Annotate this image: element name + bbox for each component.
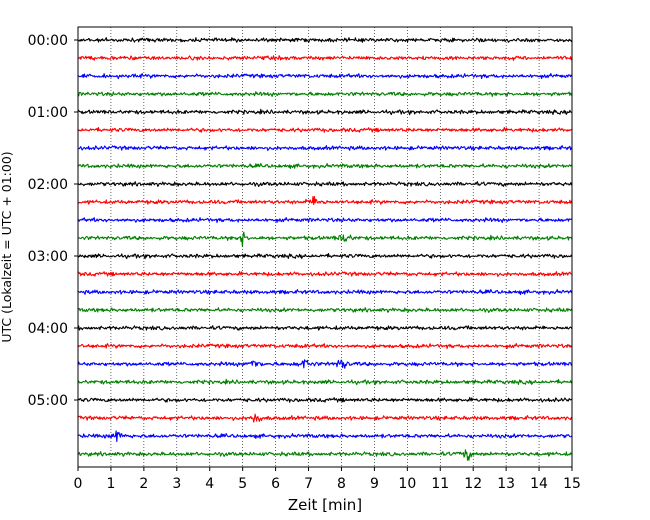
trace-0315 bbox=[77, 270, 573, 278]
y-tick-label: 04:00 bbox=[28, 321, 68, 337]
x-axis: 0 1 2 3 4 5 6 7 8 9 10 11 12 13 14 15 bbox=[74, 467, 581, 492]
x-axis-title: Zeit [min] bbox=[288, 496, 362, 514]
trace-0030 bbox=[77, 73, 573, 80]
trace-0015 bbox=[77, 55, 573, 61]
trace-0545 bbox=[77, 449, 573, 461]
y-axis-title: UTC (Lokalzeit = UTC + 01:00) bbox=[0, 151, 14, 342]
trace-0415 bbox=[77, 343, 573, 350]
y-axis: 00:00 01:00 02:00 03:00 04:00 05:00 bbox=[28, 33, 78, 409]
trace-0345 bbox=[77, 307, 573, 313]
trace-0100 bbox=[77, 108, 573, 116]
x-tick-label: 7 bbox=[304, 476, 313, 492]
x-tick-label: 3 bbox=[172, 476, 181, 492]
trace-0330 bbox=[77, 289, 573, 296]
x-tick-label: 1 bbox=[106, 476, 115, 492]
y-tick-label: 05:00 bbox=[28, 393, 68, 409]
trace-0430 bbox=[77, 359, 573, 369]
x-tick-label: 0 bbox=[74, 476, 83, 492]
trace-0215 bbox=[77, 195, 573, 206]
trace-0145 bbox=[77, 163, 573, 170]
x-tick-label: 9 bbox=[370, 476, 379, 492]
y-tick-label: 00:00 bbox=[28, 33, 68, 49]
x-tick-label: 13 bbox=[497, 476, 515, 492]
trace-0400 bbox=[77, 325, 573, 331]
trace-0130 bbox=[77, 145, 573, 152]
y-tick-label: 02:00 bbox=[28, 177, 68, 193]
x-tick-label: 5 bbox=[238, 476, 247, 492]
trace-0000 bbox=[77, 37, 573, 43]
x-tick-label: 11 bbox=[431, 476, 449, 492]
trace-0515 bbox=[77, 413, 573, 423]
x-tick-label: 2 bbox=[139, 476, 148, 492]
traces bbox=[77, 37, 573, 461]
trace-0300 bbox=[77, 253, 573, 260]
trace-0500 bbox=[77, 396, 573, 403]
x-tick-label: 4 bbox=[205, 476, 214, 492]
trace-0200 bbox=[77, 181, 573, 187]
trace-0530 bbox=[77, 430, 573, 443]
x-tick-label: 10 bbox=[398, 476, 416, 492]
trace-0445 bbox=[77, 378, 573, 386]
x-tick-label: 8 bbox=[337, 476, 346, 492]
x-tick-label: 15 bbox=[563, 476, 581, 492]
trace-0230 bbox=[77, 217, 573, 224]
y-tick-label: 03:00 bbox=[28, 249, 68, 265]
y-tick-label: 01:00 bbox=[28, 105, 68, 121]
x-tick-label: 14 bbox=[530, 476, 548, 492]
grid bbox=[110, 27, 540, 467]
x-tick-label: 6 bbox=[271, 476, 280, 492]
trace-0115 bbox=[77, 126, 573, 133]
x-tick-label: 12 bbox=[464, 476, 482, 492]
trace-0245 bbox=[77, 231, 573, 248]
plot-frame bbox=[77, 26, 573, 468]
trace-0045 bbox=[77, 91, 573, 98]
